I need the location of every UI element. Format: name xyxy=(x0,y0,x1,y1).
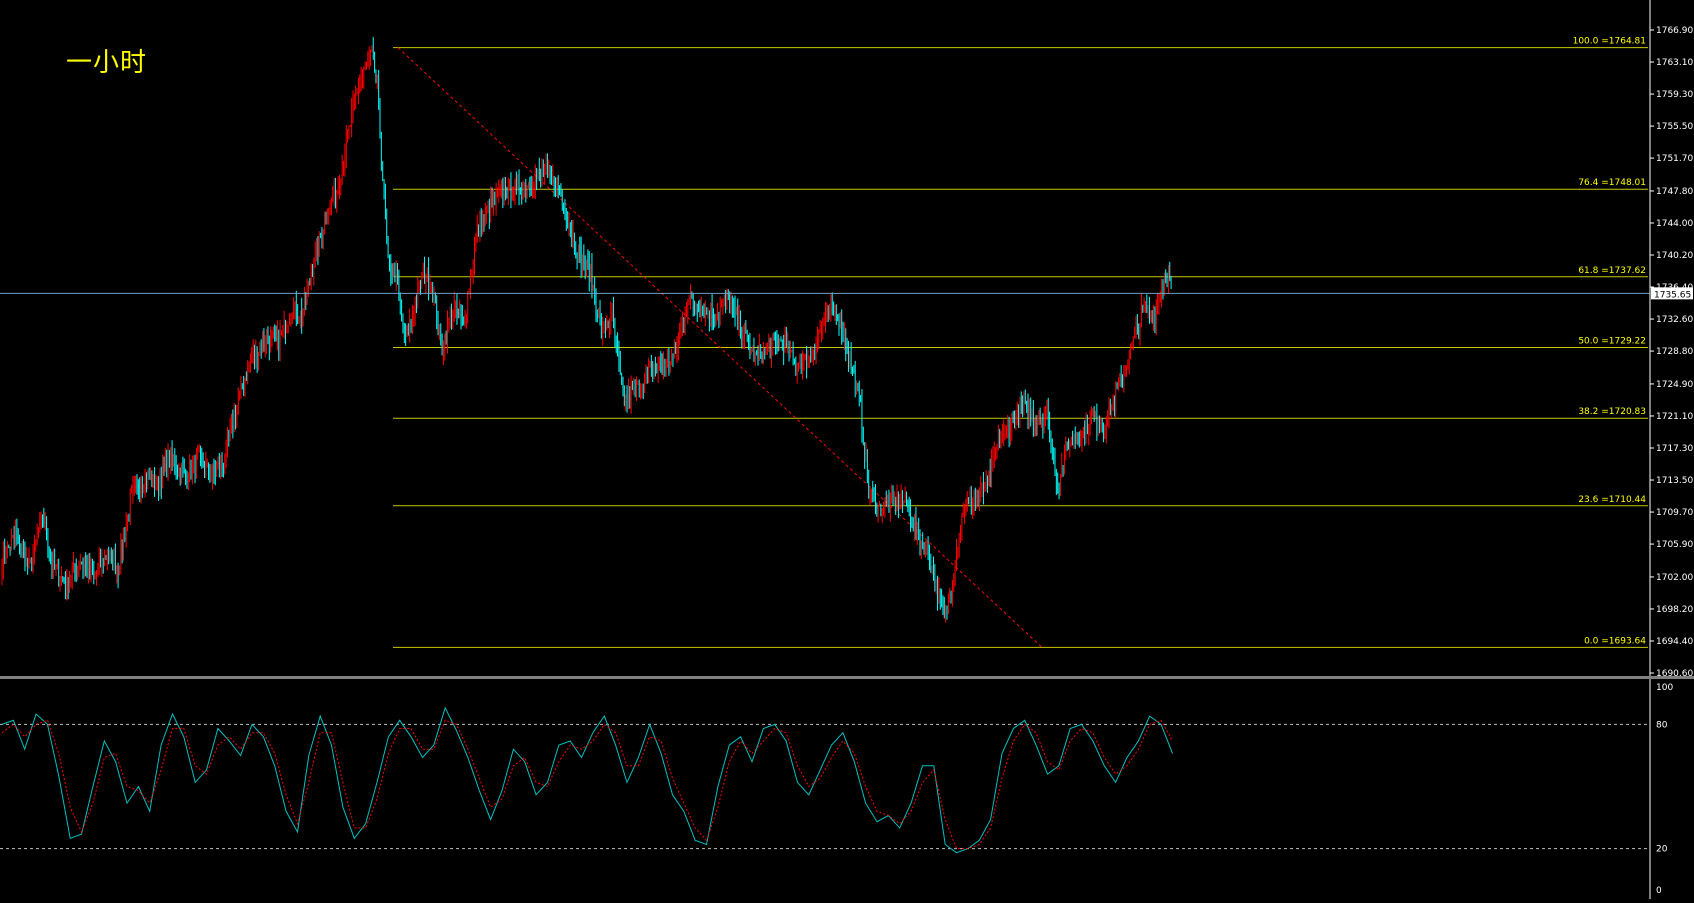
y-tick-label: 1755.50 xyxy=(1656,122,1693,132)
y-tick-label: 1728.80 xyxy=(1656,347,1693,357)
y-tick-label: 1721.10 xyxy=(1656,412,1693,422)
y-tick-label: 1717.30 xyxy=(1656,444,1693,454)
stoch-tick-label: 20 xyxy=(1656,845,1668,855)
fib-label-38.2: 38.2 =1720.83 xyxy=(1578,407,1646,417)
y-tick-label: 1690.60 xyxy=(1656,669,1693,679)
y-tick-label: 1702.00 xyxy=(1656,573,1693,583)
fib-label-50.0: 50.0 =1729.22 xyxy=(1578,337,1646,347)
fib-label-100.0: 100.0 =1764.81 xyxy=(1573,37,1646,47)
current-price-tag xyxy=(1651,287,1693,300)
y-tick-label: 1709.70 xyxy=(1656,508,1693,518)
y-tick-label: 1766.90 xyxy=(1656,26,1693,36)
stoch-signal-line xyxy=(1,719,1173,850)
y-tick-label: 1694.40 xyxy=(1656,637,1693,647)
stoch-tick-label: 0 xyxy=(1656,886,1662,896)
y-tick-label: 1705.90 xyxy=(1656,540,1693,550)
fib-label-61.8: 61.8 =1737.62 xyxy=(1578,266,1646,276)
timeframe-label: 一小时 xyxy=(66,48,148,78)
current-price-label: 1735.65 xyxy=(1654,290,1691,300)
y-tick-label: 1747.80 xyxy=(1656,187,1693,197)
y-tick-label: 1763.10 xyxy=(1656,58,1693,68)
y-tick-label: 1724.90 xyxy=(1656,380,1693,390)
y-tick-label: 1732.60 xyxy=(1656,315,1693,325)
y-tick-label: 1713.50 xyxy=(1656,476,1693,486)
y-tick-label: 1759.30 xyxy=(1656,90,1693,100)
fib-label-76.4: 76.4 =1748.01 xyxy=(1578,178,1646,188)
y-tick-label: 1698.20 xyxy=(1656,605,1693,615)
fib-label-0.0: 0.0 =1693.64 xyxy=(1584,636,1646,646)
stoch-tick-label: 100 xyxy=(1656,683,1673,693)
stoch-main-line xyxy=(1,706,1173,854)
stoch-tick-label: 80 xyxy=(1656,720,1668,730)
y-tick-label: 1740.20 xyxy=(1656,251,1693,261)
y-tick-label: 1751.70 xyxy=(1656,154,1693,164)
pane-separator xyxy=(0,676,1694,679)
fib-label-23.6: 23.6 =1710.44 xyxy=(1578,495,1646,505)
trend-line xyxy=(397,47,1043,648)
y-tick-label: 1744.00 xyxy=(1656,219,1693,229)
